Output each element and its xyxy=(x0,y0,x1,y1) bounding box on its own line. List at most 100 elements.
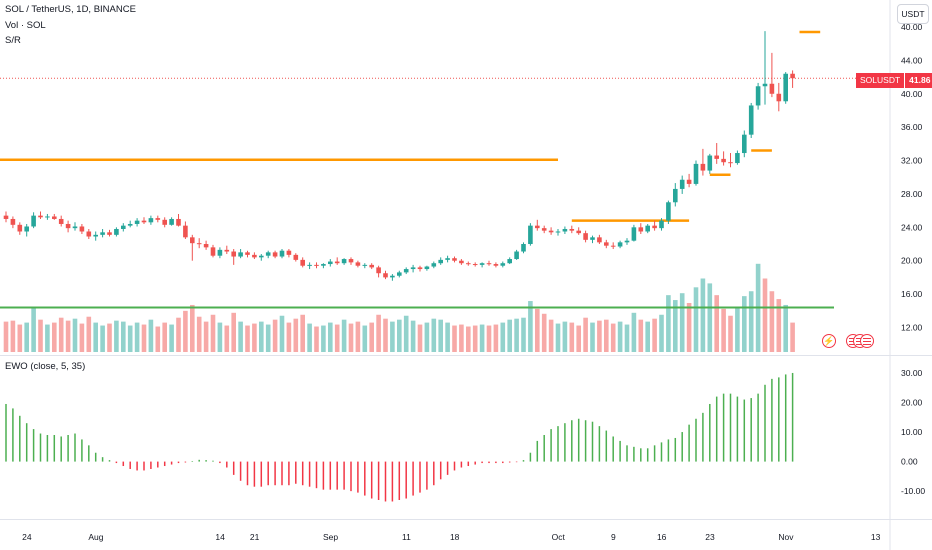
candle-body xyxy=(466,263,471,265)
time-axis-tick: 21 xyxy=(250,532,260,542)
candle-body xyxy=(155,218,161,220)
candle-body xyxy=(31,215,36,227)
volume-bar xyxy=(238,321,243,352)
candle-body xyxy=(597,237,602,243)
volume-bar xyxy=(217,322,223,352)
candle-body xyxy=(528,225,533,245)
volume-bar xyxy=(762,278,768,352)
volume-bar xyxy=(548,319,554,352)
candle-body xyxy=(459,260,464,264)
candle-body xyxy=(72,226,78,229)
candle-body xyxy=(728,162,733,164)
volume-bar xyxy=(321,325,326,352)
candle-body xyxy=(348,259,354,263)
volume-bar xyxy=(362,325,368,352)
volume-bar xyxy=(776,299,782,352)
volume-bar xyxy=(390,321,395,352)
candle-body xyxy=(300,259,305,266)
candle-body xyxy=(141,220,147,223)
volume-bar xyxy=(65,320,71,352)
volume-bar xyxy=(100,325,105,352)
volume-bar xyxy=(348,323,354,352)
candle-body xyxy=(217,249,223,256)
time-axis-tick: 11 xyxy=(402,532,411,542)
candle-body xyxy=(521,244,526,252)
candle-body xyxy=(776,93,782,102)
candle-body xyxy=(610,245,616,247)
volume-bar xyxy=(500,322,506,352)
candle-body xyxy=(666,202,671,221)
candle-body xyxy=(431,263,437,267)
volume-bar xyxy=(86,316,92,352)
candle-body xyxy=(569,228,575,231)
header-symbol-line: SOL / TetherUS, 1D, BINANCE xyxy=(5,4,136,15)
volume-bar xyxy=(107,323,112,352)
candle-body xyxy=(417,267,423,270)
volume-bar xyxy=(52,322,57,352)
volume-bar xyxy=(134,322,140,352)
volume-bar xyxy=(590,322,595,352)
volume-bar xyxy=(707,283,713,352)
candle-body xyxy=(79,226,85,232)
volume-bar xyxy=(17,324,23,352)
candle-body xyxy=(486,263,492,265)
candle-body xyxy=(148,218,154,223)
candle-body xyxy=(452,258,457,261)
candle-body xyxy=(238,252,243,257)
candle-body xyxy=(714,155,719,159)
candle-body xyxy=(162,219,167,225)
candle-body xyxy=(376,267,381,274)
price-axis-tick: 40.00 xyxy=(901,89,923,99)
candle-body xyxy=(514,251,519,260)
candle-body xyxy=(493,264,499,266)
candle-body xyxy=(707,155,713,171)
price-axis-tick: 40.00 xyxy=(901,22,923,32)
candle-body xyxy=(555,231,561,233)
volume-bar xyxy=(328,322,333,352)
volume-bar xyxy=(721,308,726,352)
candle-body xyxy=(45,216,50,218)
lightning-icon[interactable]: ⚡ xyxy=(822,334,836,348)
volume-bar xyxy=(742,296,747,352)
candle-body xyxy=(355,262,361,266)
candle-body xyxy=(424,266,430,270)
candle-body xyxy=(10,218,16,225)
volume-bar xyxy=(72,318,78,352)
candle-body xyxy=(742,134,747,154)
candle-body xyxy=(638,227,644,232)
ewo-indicator-label: EWO (close, 5, 35) xyxy=(5,361,86,372)
volume-bar xyxy=(638,319,644,352)
candle-body xyxy=(107,232,112,235)
currency-unit-button[interactable]: USDT xyxy=(897,4,929,24)
candle-body xyxy=(265,252,271,256)
candle-body xyxy=(38,215,43,218)
volume-bar xyxy=(569,322,575,352)
candle-body xyxy=(334,261,340,264)
volume-bar xyxy=(148,319,154,352)
ewo-axis-tick: -10.00 xyxy=(901,486,925,496)
price-axis-tick: 28.00 xyxy=(901,189,923,199)
volume-bar xyxy=(748,291,754,352)
ewo-axis-tick: 0.00 xyxy=(901,457,918,467)
volume-bar xyxy=(341,319,347,352)
candle-body xyxy=(231,251,236,257)
volume-bar xyxy=(383,318,388,352)
candle-body xyxy=(321,264,326,266)
candle-body xyxy=(134,220,140,224)
candle-body xyxy=(748,105,754,135)
price-axis-tick: 32.00 xyxy=(901,156,923,166)
volume-bar xyxy=(355,321,361,352)
us-flag-icon[interactable] xyxy=(860,334,874,348)
time-axis-tick: 9 xyxy=(611,532,616,542)
volume-bar xyxy=(576,325,581,352)
candle-body xyxy=(362,264,368,266)
volume-bar xyxy=(141,324,147,352)
candle-body xyxy=(755,86,761,106)
candle-body xyxy=(203,244,209,248)
volume-bar xyxy=(472,325,478,352)
candle-body xyxy=(65,223,71,229)
candle-body xyxy=(507,259,512,264)
volume-bar xyxy=(279,315,285,352)
candle-body xyxy=(58,218,64,224)
